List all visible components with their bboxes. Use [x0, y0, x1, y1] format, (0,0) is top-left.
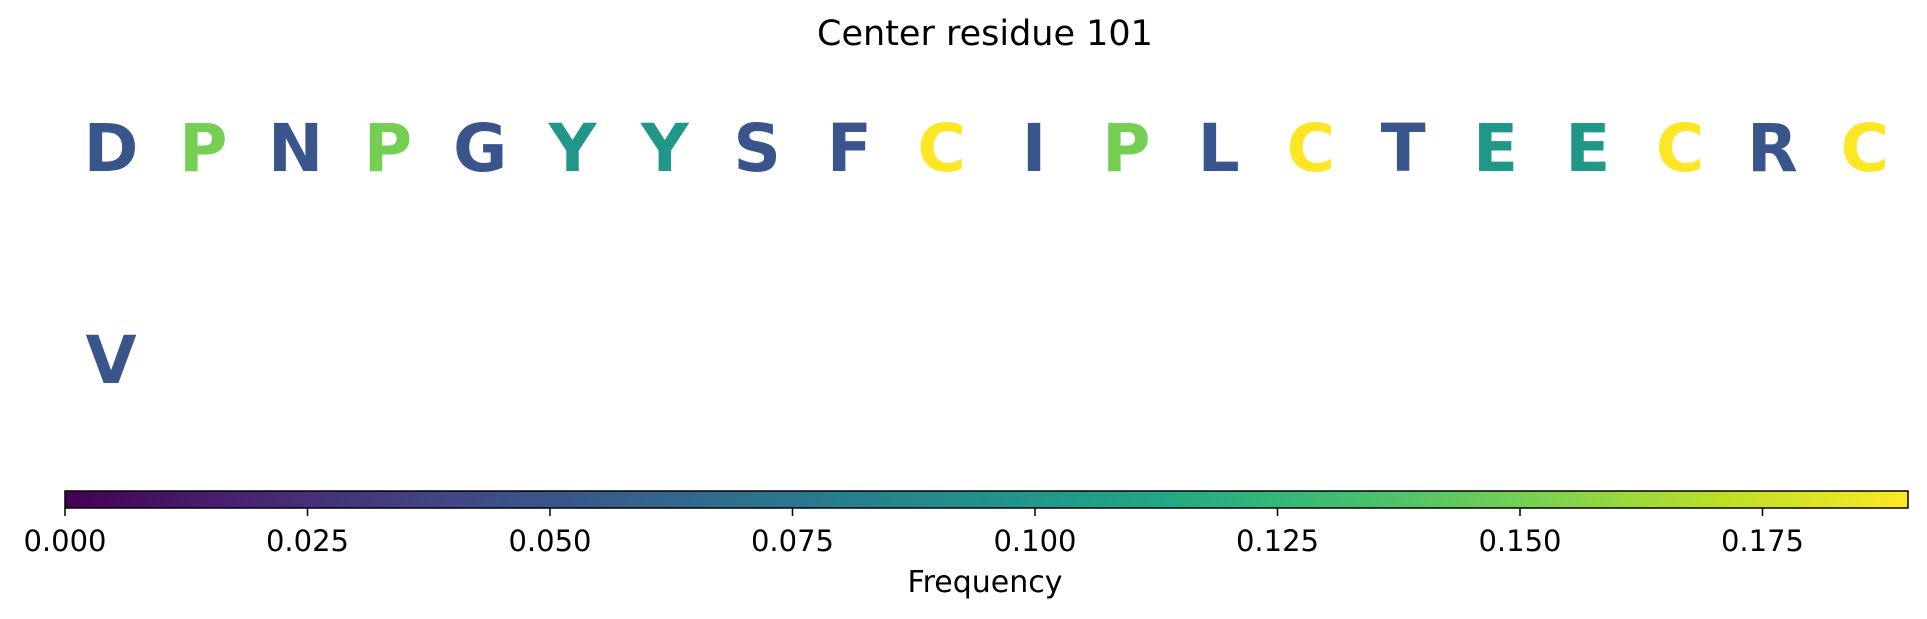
residue-letter: C: [1655, 110, 1705, 187]
residue-letter: V: [85, 322, 137, 399]
residue-letter: I: [1021, 110, 1047, 187]
colorbar-tick-label: 0.150: [1478, 524, 1561, 558]
colorbar-tick-label: 0.125: [1236, 524, 1319, 558]
residue-letter: E: [1472, 110, 1519, 187]
colorbar-tick-label: 0.000: [23, 524, 106, 558]
chart-title: Center residue 101: [817, 14, 1153, 54]
residue-letter: S: [733, 110, 781, 187]
residue-letter: T: [1380, 110, 1426, 187]
residue-letter: P: [1102, 110, 1151, 187]
colorbar-gradient: [64, 490, 1909, 509]
residue-letter: D: [83, 110, 139, 187]
residue-letter: F: [826, 110, 872, 187]
residue-letter: N: [267, 110, 324, 187]
residue-letter: R: [1746, 110, 1798, 187]
residue-letter: L: [1197, 110, 1240, 187]
residue-letter: C: [1286, 110, 1336, 187]
residue-letter: C: [917, 110, 966, 187]
residue-letter: C: [1840, 110, 1889, 187]
residue-letter: Y: [640, 110, 689, 187]
residue-letter: Y: [548, 110, 597, 187]
colorbar-tick-label: 0.175: [1721, 524, 1804, 558]
colorbar-label: Frequency: [907, 565, 1063, 600]
residue-letter: P: [363, 110, 413, 187]
colorbar-tick-label: 0.075: [751, 524, 834, 558]
colorbar-tick-label: 0.050: [508, 524, 591, 558]
residue-letter: G: [453, 110, 508, 187]
colorbar-tick-label: 0.100: [993, 524, 1076, 558]
residue-letter: E: [1565, 110, 1611, 187]
colorbar-tick-label: 0.025: [266, 524, 349, 558]
residue-letter: P: [179, 110, 228, 187]
